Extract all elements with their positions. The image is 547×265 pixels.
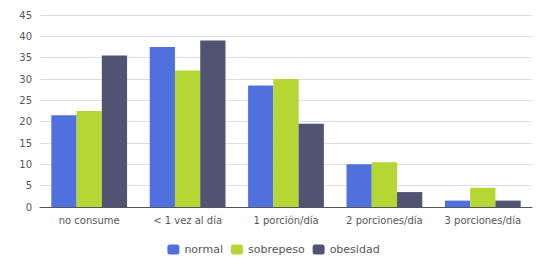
svg-text:sobrepeso: sobrepeso xyxy=(248,243,305,256)
svg-text:30: 30 xyxy=(19,74,32,85)
svg-text:< 1 vez al día: < 1 vez al día xyxy=(153,215,222,226)
svg-text:2 porciones/día: 2 porciones/día xyxy=(346,215,423,226)
svg-text:5: 5 xyxy=(26,180,32,191)
svg-text:45: 45 xyxy=(19,10,32,21)
svg-text:20: 20 xyxy=(19,116,32,127)
svg-text:obesidad: obesidad xyxy=(330,243,380,256)
svg-text:0: 0 xyxy=(26,202,32,213)
svg-text:35: 35 xyxy=(19,52,32,63)
svg-text:no consume: no consume xyxy=(59,215,120,226)
svg-text:normal: normal xyxy=(184,243,223,256)
svg-text:3 porciones/día: 3 porciones/día xyxy=(444,215,521,226)
svg-text:15: 15 xyxy=(19,138,32,149)
svg-text:1 porción/día: 1 porción/día xyxy=(253,215,318,226)
svg-text:25: 25 xyxy=(19,95,32,106)
svg-text:40: 40 xyxy=(19,31,32,42)
svg-text:10: 10 xyxy=(19,159,32,170)
